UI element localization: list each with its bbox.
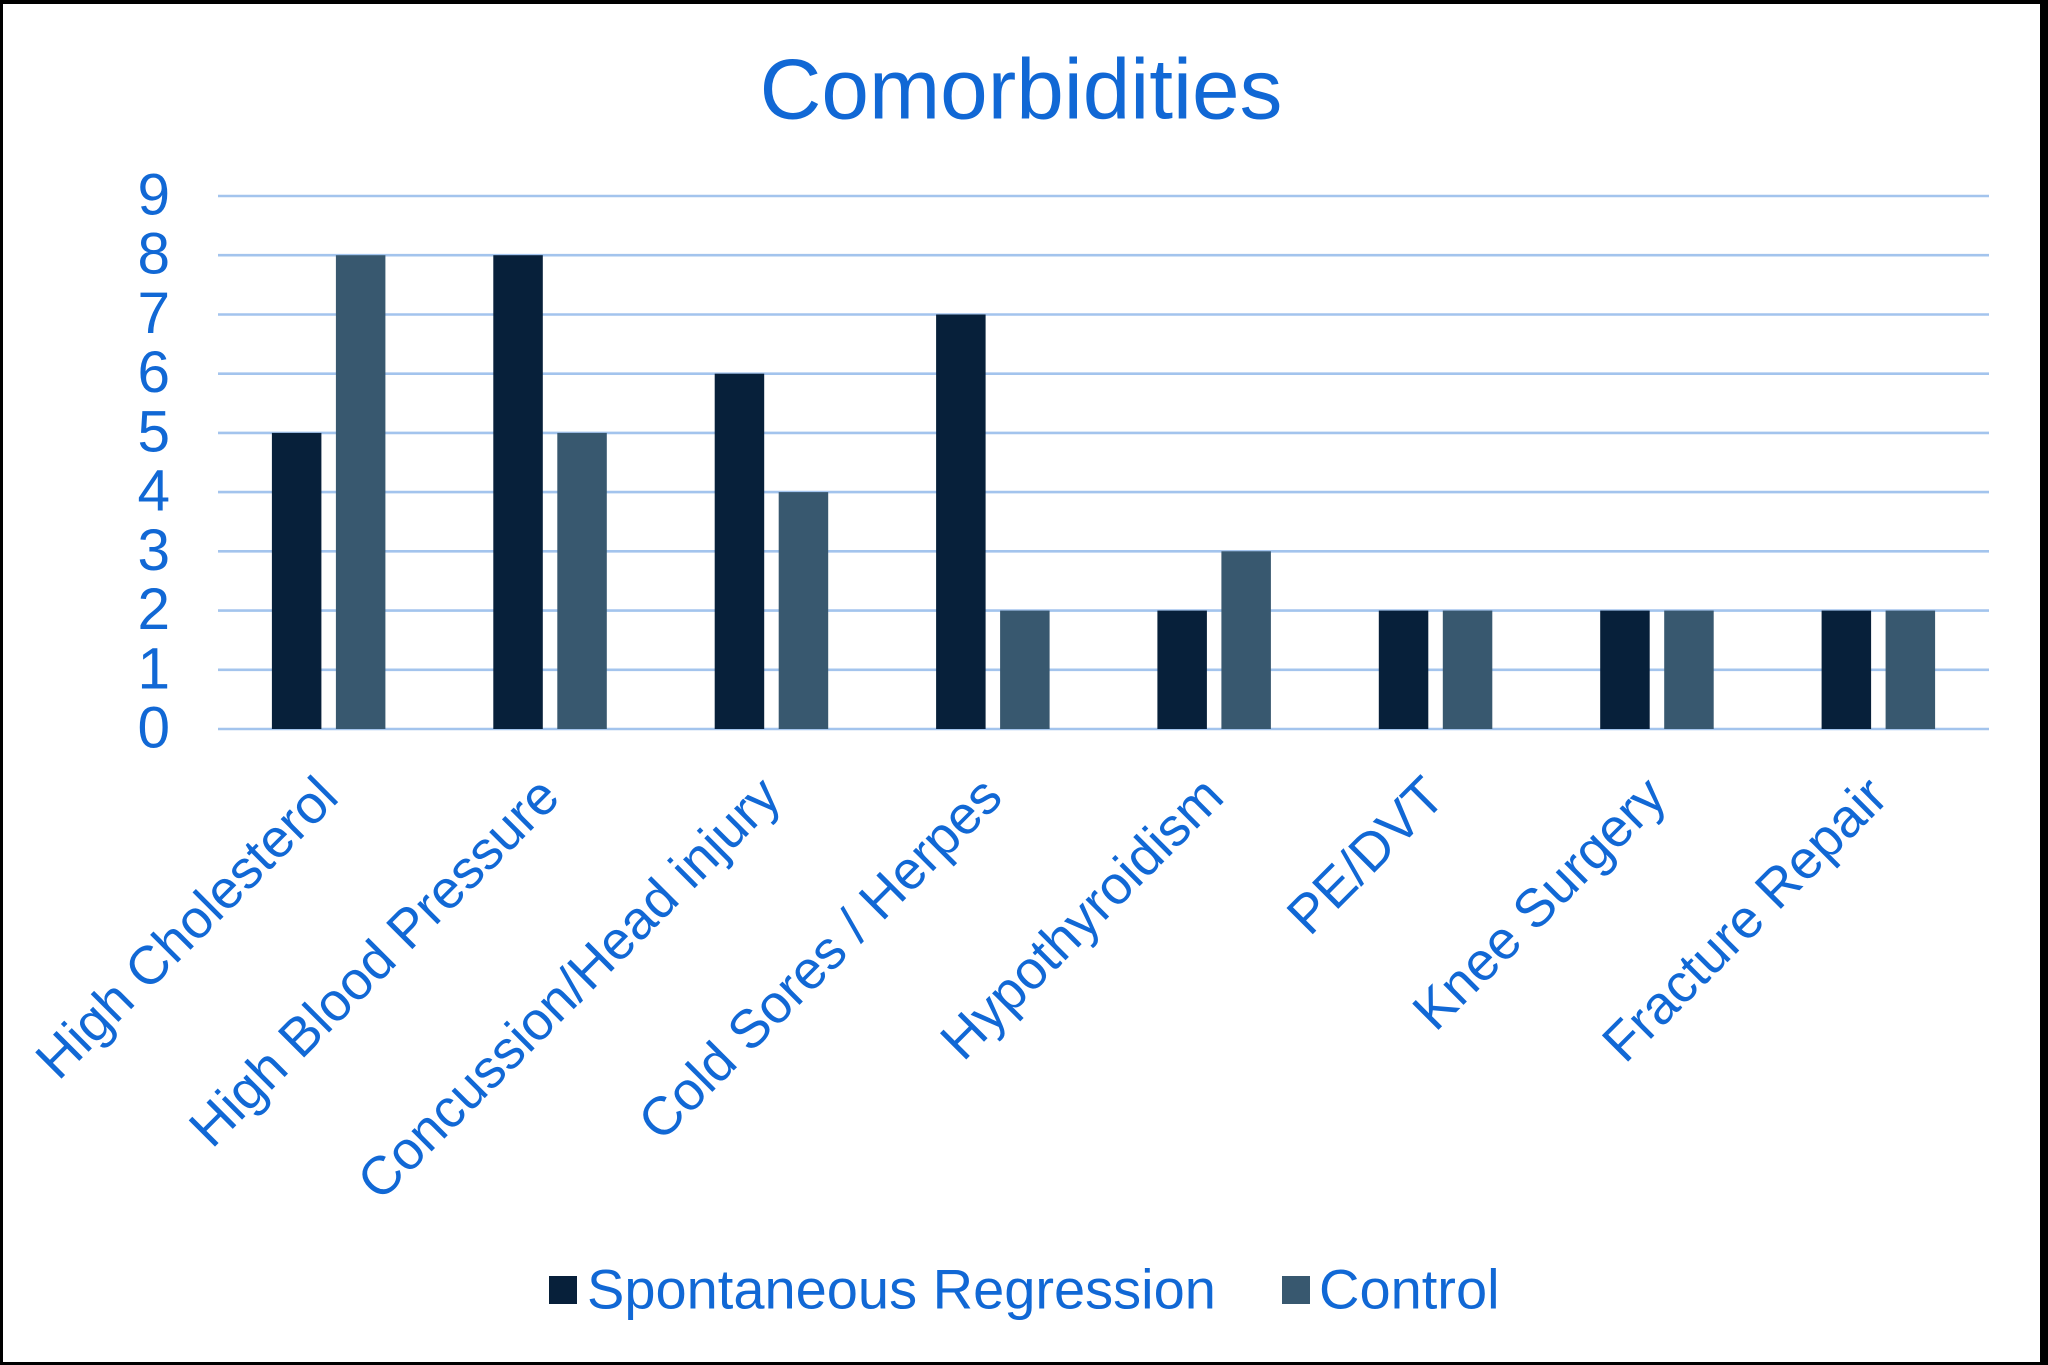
svg-text:2: 2 <box>137 577 170 642</box>
svg-text:Control: Control <box>1319 1258 1500 1321</box>
svg-text:7: 7 <box>137 281 170 346</box>
svg-text:0: 0 <box>137 696 170 761</box>
svg-text:5: 5 <box>137 399 170 464</box>
svg-text:Spontaneous Regression: Spontaneous Regression <box>587 1258 1216 1321</box>
svg-text:Comorbidities: Comorbidities <box>760 43 1283 138</box>
svg-text:4: 4 <box>137 459 170 524</box>
svg-text:1: 1 <box>137 636 170 701</box>
svg-text:8: 8 <box>137 222 170 287</box>
svg-text:3: 3 <box>137 518 170 583</box>
svg-text:6: 6 <box>137 340 170 405</box>
svg-text:9: 9 <box>137 163 170 228</box>
